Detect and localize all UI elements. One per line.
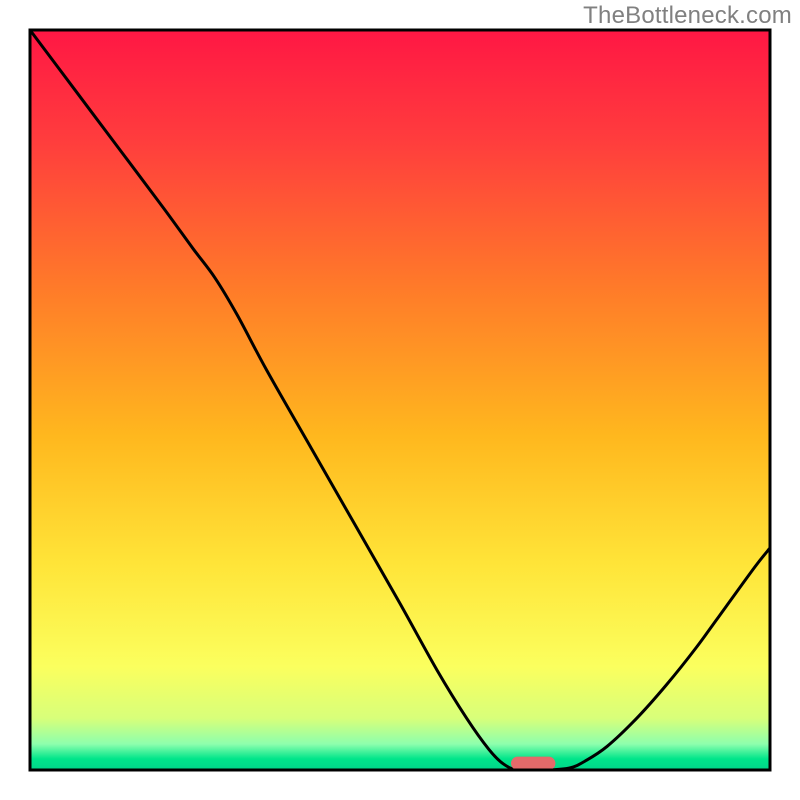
watermark-text: TheBottleneck.com [583,2,792,30]
optimal-marker [511,757,555,770]
plot-background [30,30,770,770]
bottleneck-curve-chart [0,0,800,800]
chart-root: TheBottleneck.com [0,0,800,800]
